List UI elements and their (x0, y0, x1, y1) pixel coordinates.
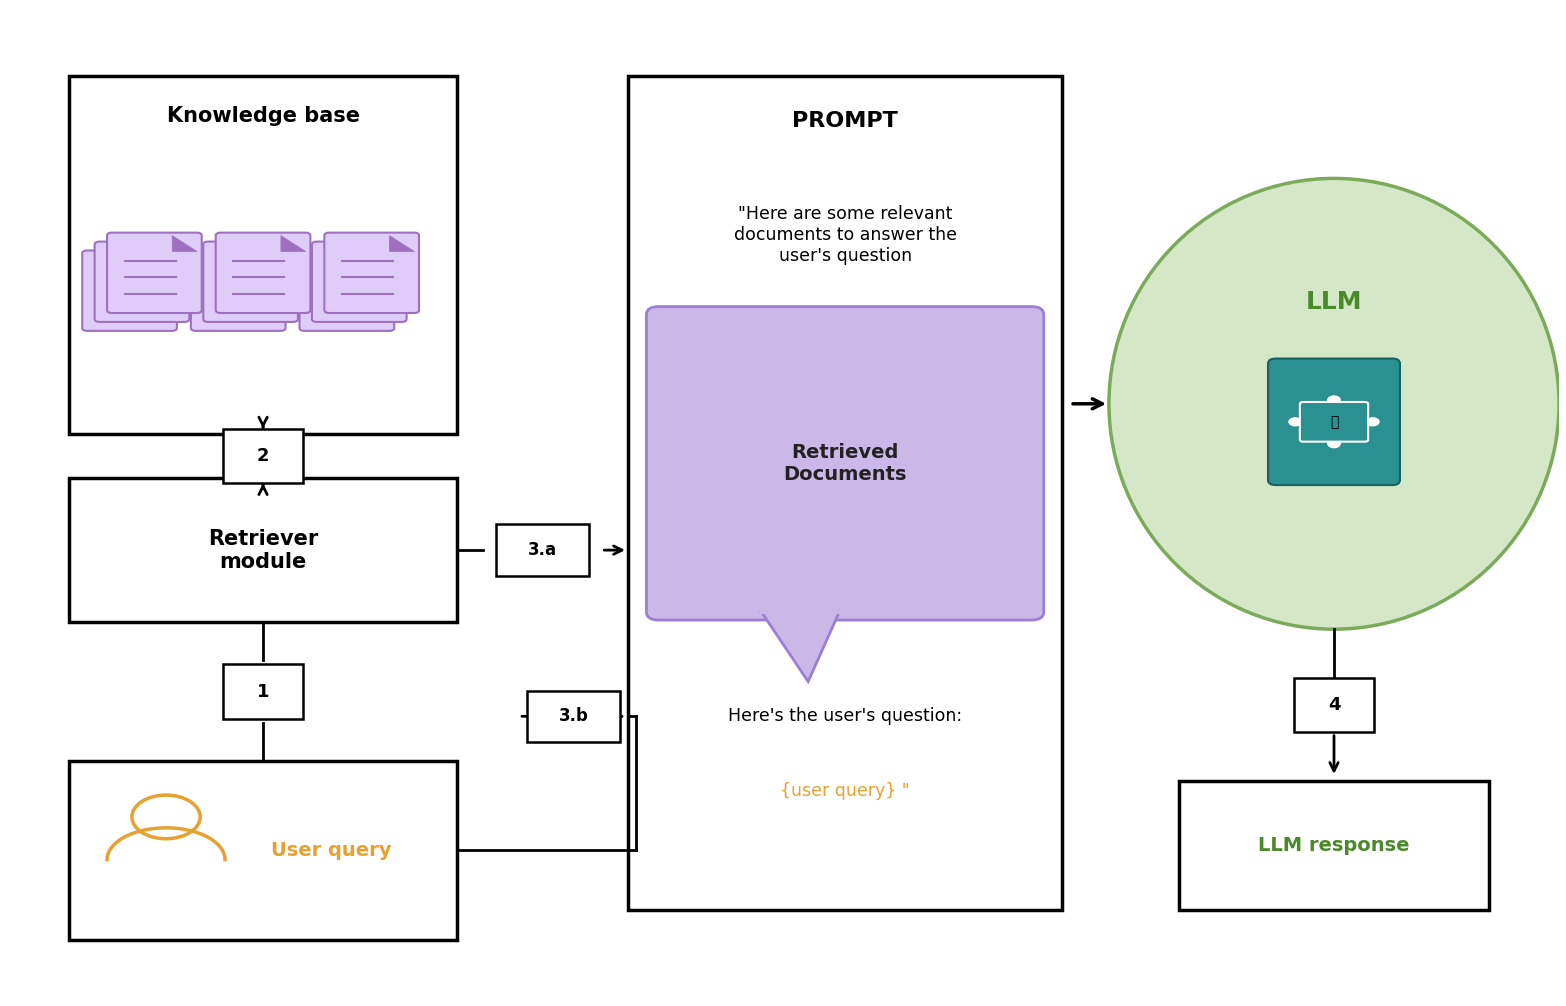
FancyBboxPatch shape (324, 232, 420, 313)
Bar (69, 478, 457, 622)
Circle shape (1328, 396, 1340, 404)
Text: {user query} ": {user query} " (780, 782, 910, 800)
Text: LLM response: LLM response (1257, 836, 1409, 855)
Text: Retrieved
Documents: Retrieved Documents (783, 443, 907, 484)
Bar (628, 76, 1062, 909)
FancyBboxPatch shape (299, 250, 395, 331)
Text: 3.b: 3.b (559, 707, 589, 725)
Text: PROMPT: PROMPT (792, 111, 897, 131)
Polygon shape (377, 244, 402, 261)
Text: 🧠: 🧠 (1330, 414, 1339, 429)
FancyBboxPatch shape (647, 307, 1045, 620)
Bar (222, 664, 304, 718)
Bar (1294, 678, 1375, 732)
Text: 1: 1 (257, 682, 269, 700)
Circle shape (1367, 417, 1380, 426)
Bar (496, 524, 589, 575)
Text: 4: 4 (1328, 696, 1340, 714)
FancyBboxPatch shape (94, 241, 189, 322)
Polygon shape (257, 254, 280, 270)
FancyBboxPatch shape (83, 250, 177, 331)
Ellipse shape (1109, 178, 1560, 629)
Text: Here's the user's question:: Here's the user's question: (728, 707, 962, 725)
Text: LLM: LLM (1306, 291, 1362, 314)
Polygon shape (761, 612, 839, 682)
Bar (222, 429, 304, 483)
Bar (69, 761, 457, 940)
Bar (526, 690, 620, 742)
Polygon shape (280, 235, 305, 252)
Polygon shape (365, 254, 390, 270)
Circle shape (1289, 417, 1301, 426)
Polygon shape (390, 235, 415, 252)
Text: Retriever
module: Retriever module (208, 528, 318, 571)
Text: User query: User query (271, 841, 392, 860)
FancyBboxPatch shape (312, 241, 407, 322)
Polygon shape (268, 244, 293, 261)
Circle shape (1328, 440, 1340, 448)
Text: 3.a: 3.a (528, 541, 557, 559)
Text: 2: 2 (257, 447, 269, 465)
Text: Knowledge base: Knowledge base (166, 107, 360, 126)
Polygon shape (172, 235, 197, 252)
FancyBboxPatch shape (191, 250, 285, 331)
FancyBboxPatch shape (216, 232, 310, 313)
FancyBboxPatch shape (106, 232, 202, 313)
Polygon shape (147, 254, 172, 270)
FancyBboxPatch shape (1268, 358, 1400, 485)
FancyBboxPatch shape (1300, 402, 1369, 442)
Bar (69, 76, 457, 434)
Bar (1179, 781, 1489, 909)
FancyBboxPatch shape (204, 241, 298, 322)
Text: "Here are some relevant
documents to answer the
user's question: "Here are some relevant documents to ans… (733, 205, 957, 265)
Polygon shape (160, 244, 185, 261)
